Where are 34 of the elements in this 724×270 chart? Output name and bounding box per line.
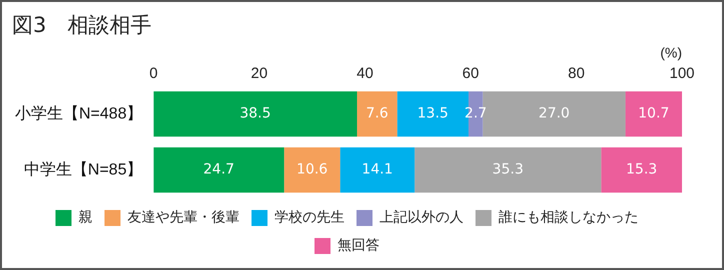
bar xyxy=(625,91,682,137)
x-tick-label: 80 xyxy=(568,65,585,82)
data-label: 38.5 xyxy=(240,106,271,122)
data-label: 35.3 xyxy=(492,162,524,178)
x-tick-label: 60 xyxy=(462,65,479,82)
x-tick-label: 0 xyxy=(149,65,158,82)
chart-title: 図3 相談相手 xyxy=(12,13,152,38)
x-tick-label: 40 xyxy=(356,65,374,82)
bar xyxy=(357,91,398,137)
x-tick-label: 100 xyxy=(669,65,695,82)
data-label: 27.0 xyxy=(538,106,570,122)
bar xyxy=(154,147,284,193)
legend-label: 親 xyxy=(78,210,92,226)
y-tick-label: 中学生【N=85】 xyxy=(24,160,143,178)
y-tick-label: 小学生【N=488】 xyxy=(15,104,143,122)
data-label: 14.1 xyxy=(362,162,393,178)
data-label: 13.5 xyxy=(417,106,448,122)
data-label: 7.6 xyxy=(366,106,388,122)
data-label: 15.3 xyxy=(626,162,658,178)
legend-label: 無回答 xyxy=(338,238,380,254)
data-label: 10.6 xyxy=(296,162,328,178)
bar xyxy=(284,147,340,193)
legend-label: 誰にも相談しなかった xyxy=(498,210,638,226)
data-label: 24.7 xyxy=(203,162,234,178)
legend-label: 友達や先輩・後輩 xyxy=(128,210,240,226)
bar xyxy=(414,147,602,193)
data-label: 10.7 xyxy=(638,106,670,122)
bar xyxy=(154,91,358,137)
bar xyxy=(340,147,415,193)
x-axis-title: (%) xyxy=(660,44,682,60)
legend-label: 上記以外の人 xyxy=(380,210,464,226)
x-tick-label: 20 xyxy=(250,65,268,82)
legend-label: 学校の先生 xyxy=(274,210,344,226)
bar xyxy=(601,147,682,193)
